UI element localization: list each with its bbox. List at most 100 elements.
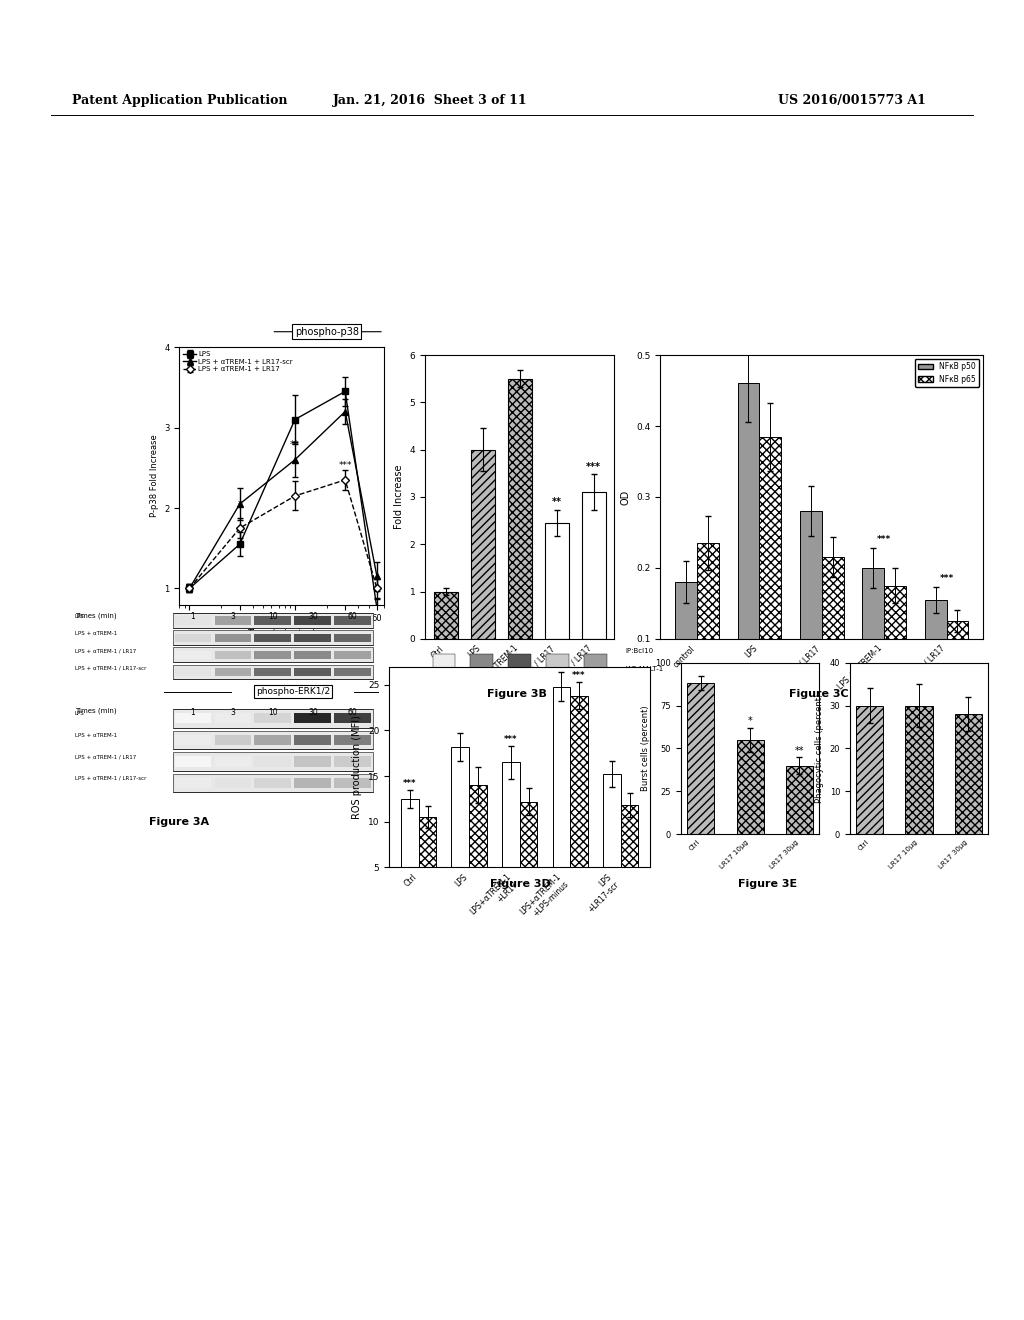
Text: ***: *** [587, 462, 601, 471]
Y-axis label: P-p38 Fold Increase: P-p38 Fold Increase [150, 434, 159, 517]
Bar [295, 756, 331, 767]
Y-axis label: Phagocytic cells (percent): Phagocytic cells (percent) [815, 694, 824, 803]
Text: 1: 1 [190, 612, 196, 622]
Bar [736, 739, 764, 834]
Bar [254, 651, 291, 659]
Bar [697, 543, 719, 710]
Bar [570, 696, 588, 913]
Bar [173, 648, 373, 663]
Bar [254, 756, 291, 767]
Bar [470, 655, 494, 673]
Bar [215, 668, 252, 676]
Bar [469, 785, 486, 913]
Text: Figure 3A: Figure 3A [150, 817, 209, 828]
Bar [334, 777, 371, 788]
Bar [862, 568, 884, 710]
Bar [856, 705, 884, 834]
Bar [173, 665, 373, 680]
Bar [675, 582, 697, 710]
Bar [254, 616, 291, 624]
Text: Figure 3B: Figure 3B [487, 689, 547, 700]
Bar [174, 777, 212, 788]
Bar [295, 713, 331, 723]
Text: *: * [748, 717, 753, 726]
Bar [821, 557, 844, 710]
Bar [401, 799, 419, 913]
Text: US 2016/0015773 A1: US 2016/0015773 A1 [778, 94, 926, 107]
Bar [173, 752, 373, 771]
Bar [215, 777, 252, 788]
Text: ***: *** [572, 672, 586, 680]
Bar [334, 651, 371, 659]
Text: 1: 1 [190, 708, 196, 717]
Bar [334, 668, 371, 676]
Text: phospho-p38: phospho-p38 [295, 327, 358, 337]
Y-axis label: Burst cells (percent): Burst cells (percent) [641, 706, 650, 791]
X-axis label: Time (minutes): Time (minutes) [247, 628, 316, 638]
Bar [173, 731, 373, 750]
Text: ***: *** [403, 779, 417, 788]
Text: *: * [238, 500, 242, 510]
Text: Figure 3C: Figure 3C [790, 689, 849, 700]
Text: Figure 3E: Figure 3E [738, 879, 798, 890]
Bar [621, 805, 638, 913]
Bar [215, 713, 252, 723]
Bar [508, 655, 531, 673]
Bar [553, 686, 570, 913]
Text: 3: 3 [230, 708, 236, 717]
Bar [173, 612, 373, 628]
Bar [946, 622, 969, 710]
Bar [295, 668, 331, 676]
Bar [508, 379, 531, 639]
Y-axis label: Fold Increase: Fold Increase [394, 465, 403, 529]
Bar [432, 655, 456, 673]
Text: 30: 30 [308, 708, 317, 717]
Bar [334, 756, 371, 767]
Bar [174, 651, 212, 659]
Bar [295, 777, 331, 788]
Bar [582, 492, 606, 639]
Bar [174, 668, 212, 676]
Bar [502, 763, 520, 913]
Bar [546, 655, 569, 673]
Bar [173, 709, 373, 727]
Bar [174, 735, 212, 744]
Text: Figure 3D: Figure 3D [489, 879, 551, 890]
Text: ***: *** [504, 735, 517, 744]
Bar [954, 714, 982, 834]
Bar [925, 599, 946, 710]
Bar [687, 684, 715, 834]
Text: **: ** [552, 498, 562, 507]
Bar [452, 747, 469, 913]
Text: Patent Application Publication: Patent Application Publication [72, 94, 287, 107]
Text: ***: *** [877, 536, 891, 544]
Bar [254, 713, 291, 723]
Text: LPS + αTREM-1 / LR17: LPS + αTREM-1 / LR17 [75, 754, 136, 759]
Text: ***: *** [939, 574, 953, 583]
Text: **: ** [795, 746, 804, 755]
Bar [295, 634, 331, 642]
Text: 60: 60 [348, 708, 357, 717]
Bar [215, 756, 252, 767]
Bar [785, 766, 813, 834]
Bar [334, 713, 371, 723]
Bar [884, 586, 906, 710]
Bar [295, 651, 331, 659]
Y-axis label: ROS production (MFI): ROS production (MFI) [352, 715, 362, 818]
Bar [215, 651, 252, 659]
Bar [174, 713, 212, 723]
Bar [905, 705, 933, 834]
Text: **: ** [290, 440, 300, 450]
Bar [545, 523, 568, 639]
Text: phospho-ERK1/2: phospho-ERK1/2 [256, 688, 330, 696]
Bar [295, 616, 331, 624]
Text: Times (min): Times (min) [75, 612, 117, 619]
Bar [737, 383, 760, 710]
Bar [173, 774, 373, 792]
Text: 30: 30 [308, 612, 317, 622]
Bar [254, 735, 291, 744]
Text: Jan. 21, 2016  Sheet 3 of 11: Jan. 21, 2016 Sheet 3 of 11 [333, 94, 527, 107]
Text: LPS: LPS [75, 614, 85, 619]
Y-axis label: OD: OD [621, 490, 631, 504]
Text: LPS: LPS [75, 711, 85, 717]
